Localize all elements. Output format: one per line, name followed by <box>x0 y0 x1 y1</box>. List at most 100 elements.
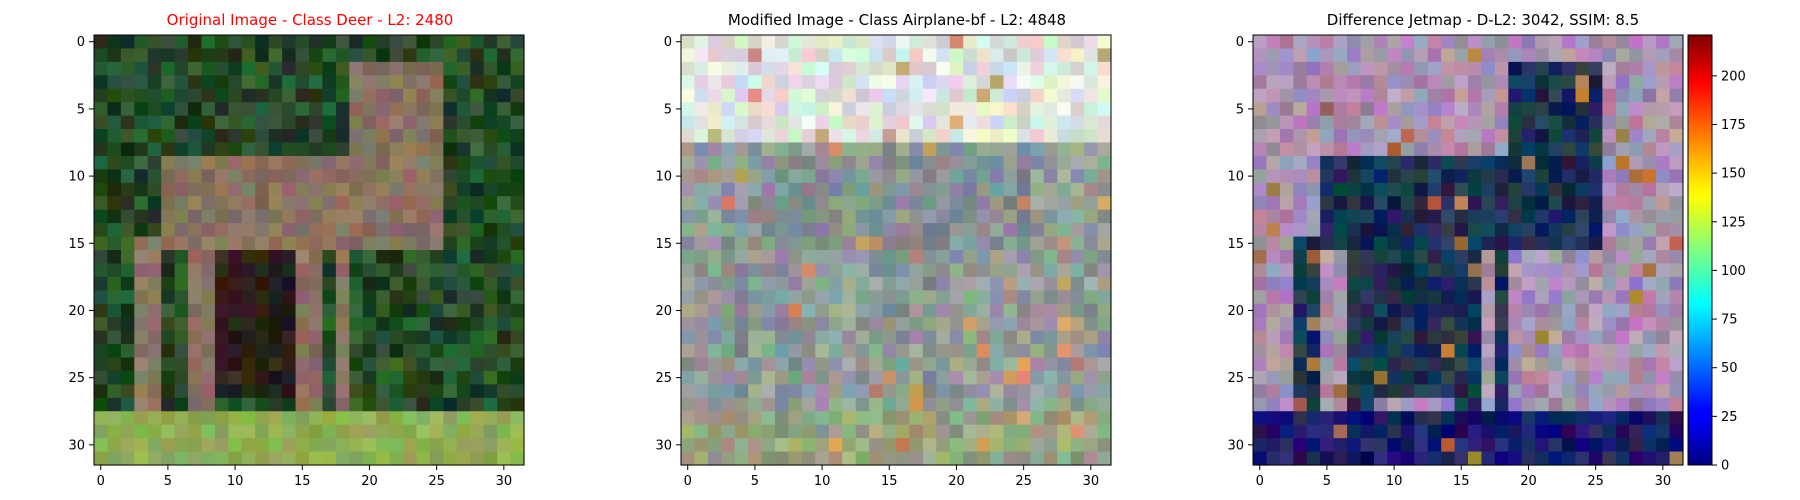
pixel <box>403 344 418 359</box>
pixel <box>963 397 978 412</box>
pixel <box>963 223 978 238</box>
pixel <box>721 451 736 466</box>
pixel <box>1333 330 1348 345</box>
pixel <box>1373 411 1388 426</box>
pixel <box>497 102 512 117</box>
pixel <box>922 411 937 426</box>
pixel <box>1387 35 1402 50</box>
pixel <box>815 438 830 453</box>
pixel <box>1669 370 1684 385</box>
pixel <box>1320 250 1335 265</box>
pixel <box>1320 142 1335 157</box>
pixel <box>1266 357 1281 372</box>
pixel <box>869 209 884 224</box>
pixel <box>1097 290 1112 305</box>
pixel <box>1360 142 1375 157</box>
pixel <box>483 317 498 332</box>
pixel <box>1508 88 1523 103</box>
pixel <box>681 263 696 278</box>
pixel <box>1003 317 1018 332</box>
pixel <box>510 223 525 238</box>
pixel <box>322 142 337 157</box>
pixel <box>161 35 176 50</box>
pixel <box>174 75 189 90</box>
x-tick-label: 15 <box>1453 474 1470 489</box>
pixel <box>1427 155 1442 170</box>
pixel <box>1508 182 1523 197</box>
pixel <box>456 317 471 332</box>
pixel <box>949 344 964 359</box>
pixel <box>134 102 149 117</box>
pixel <box>1306 438 1321 453</box>
pixel <box>134 397 149 412</box>
pixel <box>376 451 391 466</box>
pixel <box>403 196 418 211</box>
pixel <box>1494 344 1509 359</box>
pixel <box>828 357 843 372</box>
pixel <box>761 397 776 412</box>
pixel <box>255 344 270 359</box>
pixel <box>1003 182 1018 197</box>
pixel <box>1279 357 1294 372</box>
pixel <box>922 424 937 439</box>
pixel <box>1481 35 1496 50</box>
pixel <box>349 35 364 50</box>
pixel <box>510 196 525 211</box>
pixel <box>1494 370 1509 385</box>
pixel <box>801 48 816 63</box>
pixel <box>1347 61 1362 76</box>
pixel <box>721 384 736 399</box>
pixel <box>976 209 991 224</box>
pixel <box>201 424 216 439</box>
pixel <box>949 384 964 399</box>
pixel <box>694 438 709 453</box>
pixel <box>1562 196 1577 211</box>
pixel <box>1253 236 1268 251</box>
pixel <box>1521 102 1536 117</box>
pixel <box>1320 129 1335 144</box>
pixel <box>1373 384 1388 399</box>
pixel <box>1347 384 1362 399</box>
pixel <box>1003 290 1018 305</box>
pixel <box>1414 209 1429 224</box>
pixel <box>775 155 790 170</box>
pixel <box>1548 303 1563 318</box>
pixel <box>497 397 512 412</box>
pixel <box>1057 330 1072 345</box>
pixel <box>497 384 512 399</box>
pixel <box>828 276 843 291</box>
pixel <box>1588 182 1603 197</box>
pixel <box>134 384 149 399</box>
pixel <box>1084 115 1099 130</box>
pixel <box>882 155 897 170</box>
pixel <box>322 35 337 50</box>
pixel <box>1468 35 1483 50</box>
pixel <box>1070 357 1085 372</box>
pixel <box>120 196 135 211</box>
pixel <box>707 424 722 439</box>
pixel <box>936 35 951 50</box>
pixel <box>309 115 324 130</box>
pixel <box>94 451 109 466</box>
pixel <box>201 438 216 453</box>
pixel <box>815 411 830 426</box>
pixel <box>255 357 270 372</box>
pixel <box>801 236 816 251</box>
pixel <box>855 236 870 251</box>
pixel <box>389 142 404 157</box>
pixel <box>1016 35 1031 50</box>
pixel <box>1575 182 1590 197</box>
pixel <box>855 344 870 359</box>
pixel <box>909 182 924 197</box>
pixel <box>1043 263 1058 278</box>
pixel <box>734 451 749 466</box>
pixel <box>896 357 911 372</box>
pixel <box>1333 142 1348 157</box>
pixel <box>510 290 525 305</box>
pixel <box>909 303 924 318</box>
pixel <box>963 250 978 265</box>
pixel <box>1016 115 1031 130</box>
pixel <box>1306 115 1321 130</box>
pixel <box>734 357 749 372</box>
pixel <box>443 182 458 197</box>
